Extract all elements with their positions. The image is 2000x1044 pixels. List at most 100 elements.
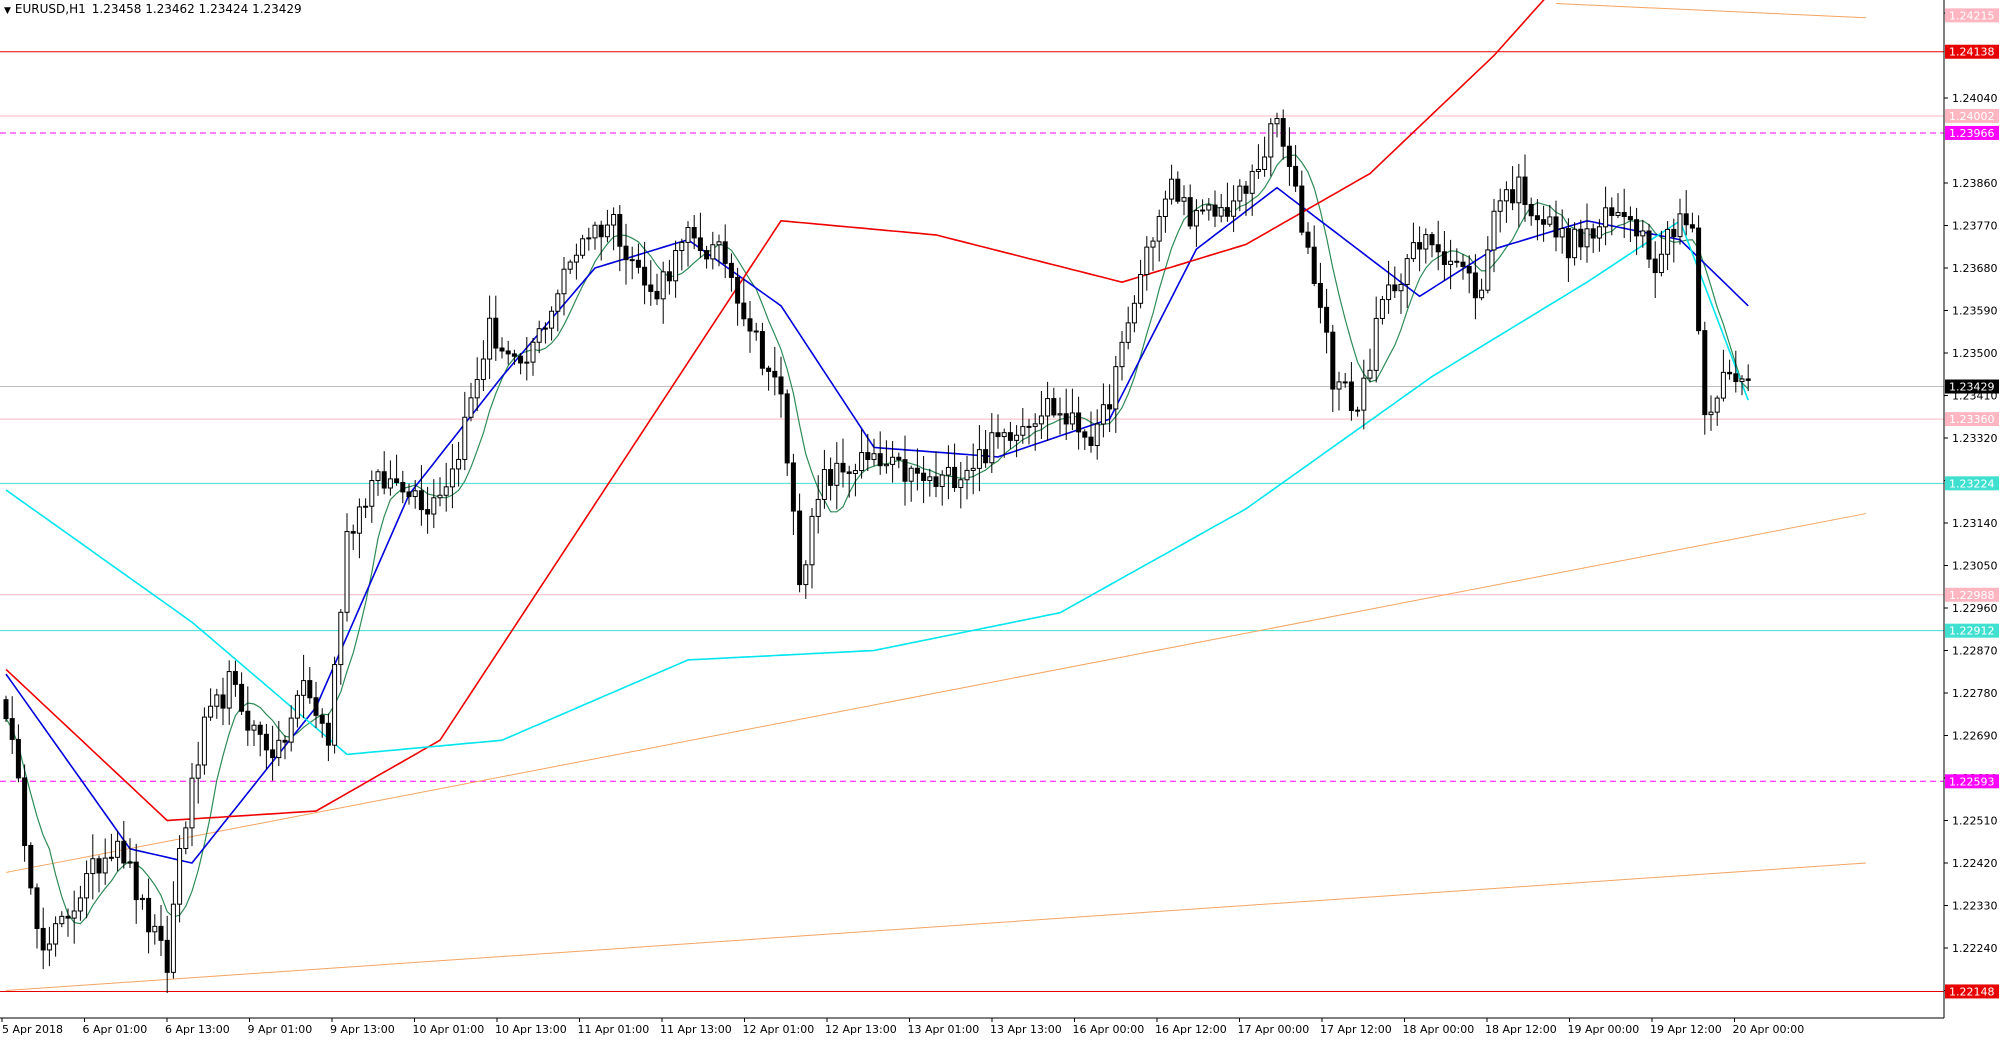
candle [1088, 411, 1094, 453]
candle [883, 440, 889, 474]
candle [1162, 190, 1168, 233]
candle [96, 855, 102, 893]
candle-body [852, 470, 858, 474]
candle-body [1460, 261, 1466, 267]
candle [1212, 190, 1218, 228]
candle-body [1522, 176, 1528, 205]
candle [1683, 190, 1689, 236]
price-level-label-text: 1.23360 [1949, 413, 1995, 426]
candle-body [759, 331, 765, 369]
candle-body [1032, 423, 1038, 427]
candle [1231, 185, 1237, 233]
candle [1007, 421, 1013, 449]
candle-body [102, 857, 108, 874]
candle-body [1069, 412, 1075, 425]
time-tick-label: 11 Apr 01:00 [578, 1023, 650, 1036]
candle-body [1045, 398, 1051, 417]
candle [1280, 109, 1286, 160]
candle [59, 911, 65, 928]
price-level-label: 1.22988 [1945, 587, 1999, 602]
candle [716, 234, 722, 267]
candle-body [914, 467, 920, 474]
trendline-1 [5, 513, 1867, 873]
candle-body [189, 777, 195, 829]
candle-body [821, 469, 827, 500]
candle-body [530, 341, 536, 363]
candle-body [1708, 411, 1714, 416]
candle-body [108, 856, 114, 859]
candle [1063, 388, 1069, 441]
candle-body [239, 683, 245, 712]
candle [1330, 324, 1336, 413]
price-tick-label: 1.23860 [1952, 177, 1998, 190]
triangle-down-icon[interactable]: ▼ [4, 6, 11, 16]
candle-body [871, 453, 877, 460]
candle [406, 483, 412, 505]
time-tick-label: 13 Apr 01:00 [908, 1023, 980, 1036]
candle [728, 253, 734, 292]
candle [1051, 387, 1057, 418]
price-tick-label: 1.23500 [1952, 347, 1998, 360]
candle-body [1200, 209, 1206, 212]
candle-body [1026, 425, 1032, 428]
candle [1237, 179, 1243, 212]
candle [1293, 145, 1299, 192]
candle-body [1373, 317, 1379, 371]
price-level-label-text: 1.24138 [1949, 46, 1995, 59]
candle-body [846, 471, 852, 474]
price-level-label-text: 1.22593 [1949, 775, 1995, 788]
candle [790, 453, 796, 535]
candle [487, 295, 493, 380]
candle [598, 220, 604, 261]
candle-body [549, 310, 555, 329]
candle-body [1435, 244, 1441, 253]
candle-body [1386, 284, 1392, 301]
price-tick-label: 1.22960 [1952, 602, 1998, 615]
candle-body [96, 858, 102, 874]
candle-body [170, 903, 176, 973]
candle [1417, 226, 1423, 272]
candle [1373, 296, 1379, 383]
candle-body [22, 777, 28, 846]
candle-body [784, 393, 790, 464]
candle [480, 340, 486, 392]
candle-body [1392, 284, 1398, 292]
candle [840, 438, 846, 488]
candle [1472, 254, 1478, 320]
candle [617, 204, 623, 272]
time-tick-label: 20 Apr 00:00 [1733, 1023, 1805, 1036]
candle-body [307, 680, 313, 699]
candle [1559, 209, 1565, 254]
candle [902, 435, 908, 506]
candle [1324, 288, 1330, 354]
price-level-label-bg [1945, 774, 1999, 789]
candle [797, 493, 803, 593]
candle [921, 455, 927, 504]
candle-body [511, 353, 517, 357]
candle [1286, 127, 1292, 186]
candle [834, 442, 840, 510]
candle [418, 465, 424, 526]
candle [1423, 228, 1429, 264]
candle-body [1714, 397, 1720, 413]
candle [1249, 164, 1255, 216]
candle [685, 221, 691, 267]
candle [772, 346, 778, 396]
candle [859, 429, 865, 479]
candle [1510, 166, 1516, 211]
candle [356, 498, 362, 559]
candle [164, 915, 170, 994]
candle-body [1472, 272, 1478, 299]
candle-body [1441, 251, 1447, 265]
candle-body [735, 276, 741, 304]
candle-body [1255, 168, 1261, 172]
candle-body [1683, 213, 1689, 226]
candle [1131, 295, 1137, 333]
candle [852, 463, 858, 497]
price-level-label: 1.24138 [1945, 44, 1999, 59]
candle [1652, 241, 1658, 299]
candle [1057, 397, 1063, 435]
candle [350, 524, 356, 551]
